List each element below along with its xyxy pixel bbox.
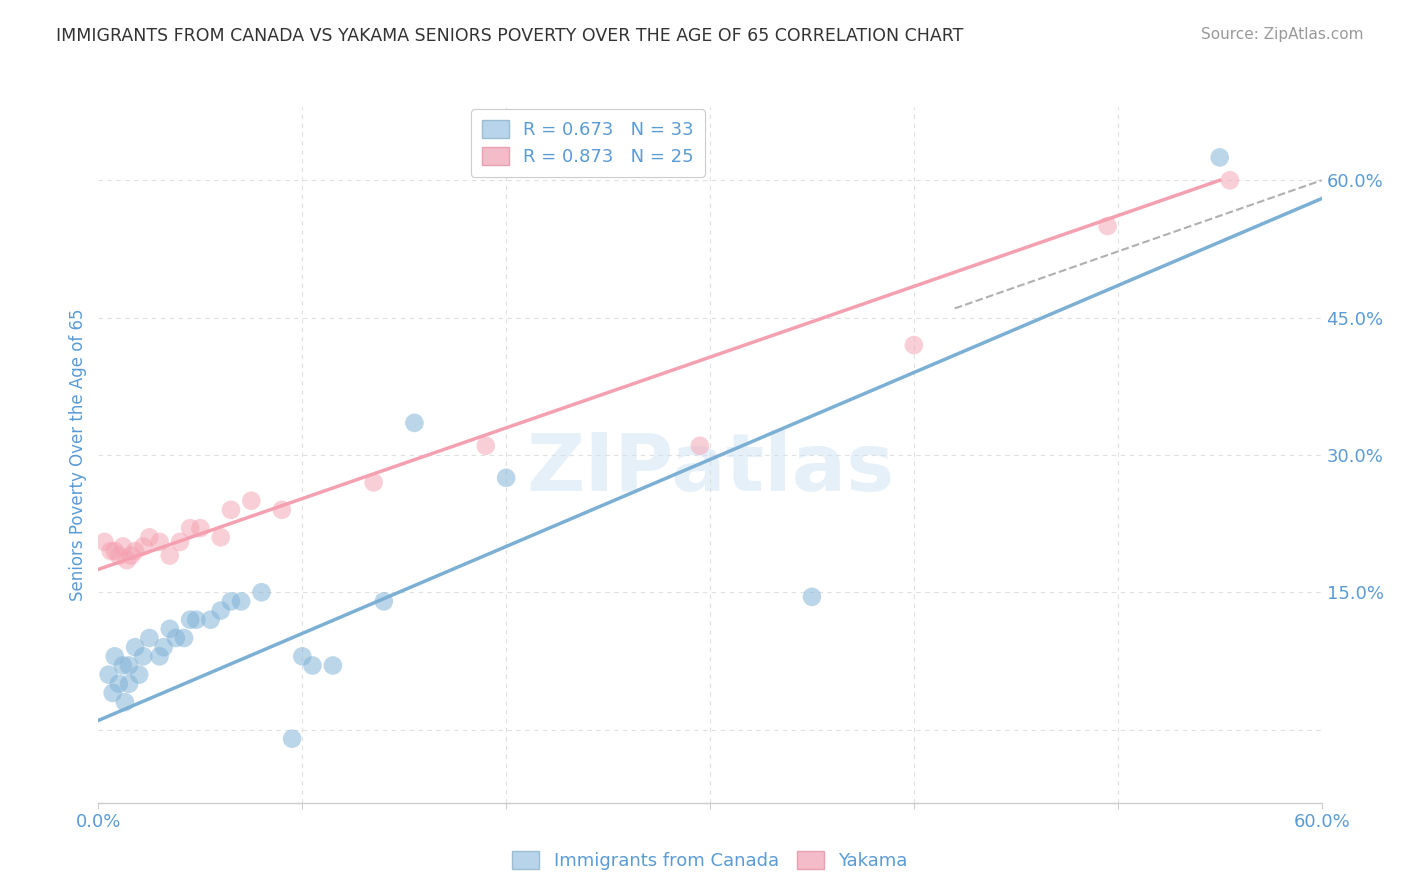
Point bbox=[1097, 219, 1119, 233]
Point bbox=[188, 521, 212, 535]
Point bbox=[250, 585, 273, 599]
Point bbox=[152, 640, 174, 655]
Point bbox=[100, 544, 122, 558]
Point bbox=[179, 613, 201, 627]
Point bbox=[132, 649, 155, 664]
Point bbox=[118, 658, 141, 673]
Point bbox=[138, 530, 160, 544]
Point bbox=[270, 503, 294, 517]
Point bbox=[165, 631, 187, 645]
Point bbox=[124, 544, 146, 558]
Point bbox=[104, 649, 127, 664]
Point bbox=[186, 613, 208, 627]
Point bbox=[111, 540, 134, 554]
Point bbox=[93, 534, 115, 549]
Point bbox=[219, 503, 242, 517]
Text: ZIPatlas: ZIPatlas bbox=[526, 430, 894, 508]
Text: Source: ZipAtlas.com: Source: ZipAtlas.com bbox=[1201, 27, 1364, 42]
Point bbox=[149, 534, 172, 549]
Point bbox=[111, 658, 134, 673]
Point bbox=[1209, 150, 1232, 164]
Point bbox=[301, 658, 323, 673]
Point bbox=[108, 677, 131, 691]
Point bbox=[115, 553, 138, 567]
Legend: Immigrants from Canada, Yakama: Immigrants from Canada, Yakama bbox=[505, 844, 915, 877]
Point bbox=[1219, 173, 1241, 187]
Point bbox=[363, 475, 385, 490]
Point bbox=[689, 439, 711, 453]
Point bbox=[138, 631, 160, 645]
Point bbox=[240, 493, 263, 508]
Point bbox=[108, 549, 131, 563]
Point bbox=[128, 667, 150, 681]
Point bbox=[209, 530, 232, 544]
Point bbox=[219, 594, 242, 608]
Point bbox=[124, 640, 146, 655]
Point bbox=[404, 416, 426, 430]
Point bbox=[104, 544, 127, 558]
Point bbox=[159, 549, 181, 563]
Point bbox=[179, 521, 201, 535]
Point bbox=[281, 731, 304, 746]
Point bbox=[118, 677, 141, 691]
Point bbox=[474, 439, 498, 453]
Point bbox=[97, 667, 120, 681]
Point bbox=[114, 695, 136, 709]
Point bbox=[200, 613, 222, 627]
Point bbox=[149, 649, 172, 664]
Y-axis label: Seniors Poverty Over the Age of 65: Seniors Poverty Over the Age of 65 bbox=[69, 309, 87, 601]
Point bbox=[209, 603, 232, 617]
Point bbox=[903, 338, 925, 352]
Point bbox=[801, 590, 824, 604]
Point bbox=[132, 540, 155, 554]
Point bbox=[169, 534, 191, 549]
Point bbox=[373, 594, 395, 608]
Point bbox=[231, 594, 253, 608]
Point bbox=[322, 658, 344, 673]
Point bbox=[291, 649, 314, 664]
Point bbox=[120, 549, 142, 563]
Point bbox=[101, 686, 124, 700]
Text: IMMIGRANTS FROM CANADA VS YAKAMA SENIORS POVERTY OVER THE AGE OF 65 CORRELATION : IMMIGRANTS FROM CANADA VS YAKAMA SENIORS… bbox=[56, 27, 963, 45]
Point bbox=[495, 471, 517, 485]
Point bbox=[173, 631, 195, 645]
Point bbox=[159, 622, 181, 636]
